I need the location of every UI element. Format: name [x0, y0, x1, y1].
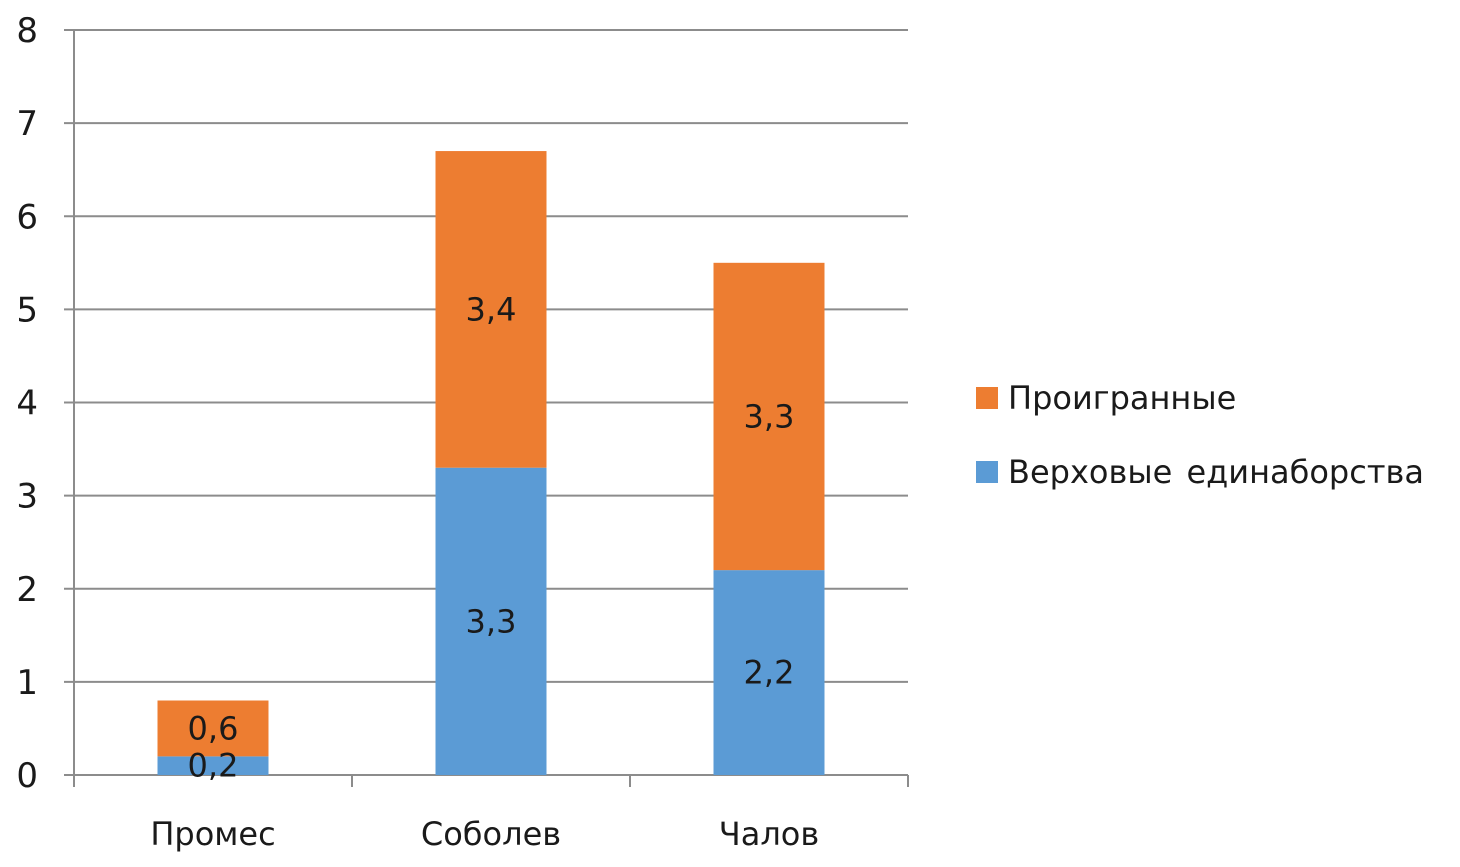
legend-label-lost: Проигранные [1008, 379, 1237, 417]
bar-0-series-0 [157, 756, 269, 775]
data-label-2-series-1: 3,3 [744, 397, 795, 435]
y-tick-label-8: 8 [16, 11, 38, 51]
y-tick-label-6: 6 [16, 197, 38, 237]
y-tick-label-3: 3 [16, 477, 38, 517]
y-tick-label-0: 0 [16, 756, 38, 796]
bar-0-series-1 [157, 700, 269, 757]
data-labels: 0,20,6 3,3 3,4 2,2 3,3 [188, 290, 795, 784]
legend-item-aerial-duels: Верховые единаборства [976, 452, 1424, 492]
bars [157, 151, 825, 775]
data-label-1-series-0: 3,3 [466, 602, 517, 640]
legend-item-lost: Проигранные [976, 378, 1424, 418]
data-label-0-series-0: 0,2 [188, 747, 239, 785]
bar-2-series-1 [713, 262, 825, 571]
tick-labels: 0 1 2 3 4 5 6 7 8 Промес Соболев Чалов [16, 11, 819, 853]
x-tick-label-2: Чалов [719, 815, 819, 853]
bar-1-series-0 [435, 467, 547, 775]
bar-2-series-0 [713, 570, 825, 775]
y-tick-label-7: 7 [16, 104, 38, 144]
x-tick-label-1: Соболев [421, 815, 561, 853]
legend-label-aerial-duels: Верховые единаборства [1008, 453, 1424, 491]
data-label-2-series-0: 2,2 [744, 654, 795, 692]
bar-1-series-1 [435, 151, 547, 468]
legend-swatch-aerial-duels [976, 461, 998, 483]
y-tick-label-5: 5 [16, 290, 38, 330]
y-tick-label-1: 1 [16, 663, 38, 703]
y-tick-label-4: 4 [16, 384, 38, 424]
x-tick-label-0: Промес [150, 815, 275, 853]
y-tick-label-2: 2 [16, 570, 38, 610]
data-label-0-series-1: 0,6 [188, 709, 239, 747]
data-label-1-series-1: 3,4 [466, 290, 517, 328]
legend: Проигранные Верховые единаборства [976, 378, 1424, 526]
legend-swatch-lost [976, 387, 998, 409]
